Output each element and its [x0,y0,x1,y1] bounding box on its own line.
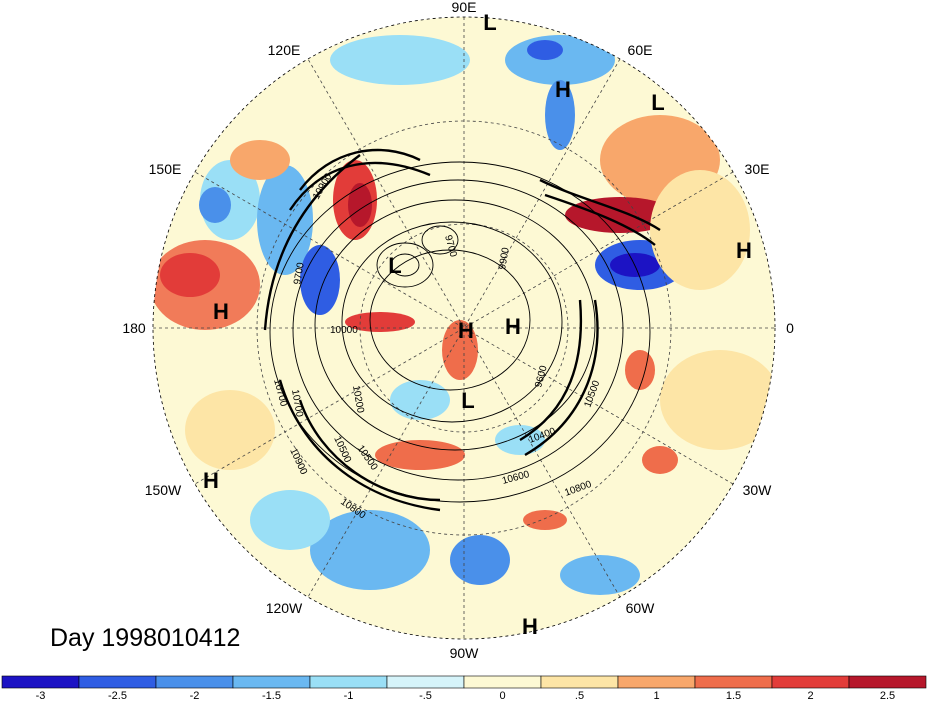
pressure-centers: L H L H H H L H H L H [203,10,752,639]
lon-label-150e: 150E [149,161,182,177]
colorbar-swatch [617,675,696,689]
colorbar-swatch [463,675,542,689]
graticule [153,17,775,639]
jet-contours [263,148,661,512]
lon-label-0: 0 [786,320,794,336]
lon-label-30w: 30W [743,482,773,498]
colorbar-tick-label: 2 [807,690,813,702]
lon-label-90e: 90E [452,0,477,15]
colorbar-tick-label: 1 [653,690,659,702]
pressure-center-label: L [461,388,474,413]
colorbar-tick-label: -.5 [419,690,432,702]
colorbar-tick-label: -1 [344,690,354,702]
contour-label: 9700 [292,261,307,285]
anomaly-field [153,17,775,639]
colorbar-swatch [540,675,619,689]
height-contours [269,161,651,503]
colorbar-swatch [309,675,388,689]
lon-label-90w: 90W [450,645,480,661]
colorbar-swatch [694,675,773,689]
pressure-center-label: H [203,468,219,493]
colorbar-tick-label: -2.5 [108,690,127,702]
colorbar: -3-2.5-2-1.5-1-.50.511.522.53 [1,675,927,702]
colorbar-tick-label: 2.5 [880,690,895,702]
colorbar-tick-label: 1.5 [726,690,741,702]
pressure-center-label: H [555,77,571,102]
colorbar-tick-label: -3 [36,690,46,702]
contour-label: 10200 [350,385,366,415]
pressure-center-label: H [505,314,521,339]
pressure-center-label: L [483,10,496,35]
colorbar-tick-label: -2 [190,690,200,702]
lon-label-180: 180 [122,320,146,336]
lon-label-120e: 120E [268,42,301,58]
colorbar-swatch [155,675,234,689]
lon-label-30e: 30E [745,161,770,177]
colorbar-swatch [78,675,157,689]
contour-label: 9900 [497,246,512,270]
colorbar-swatch [848,675,927,689]
pressure-center-label: H [736,238,752,263]
colorbar-swatch [232,675,311,689]
colorbar-tick-label: -1.5 [262,690,281,702]
pressure-center-label: H [458,318,474,343]
lon-label-150w: 150W [145,482,182,498]
colorbar-swatch [1,675,80,689]
pressure-center-label: H [522,614,538,639]
lon-label-120w: 120W [266,600,303,616]
colorbar-tick-label: 0 [499,690,505,702]
colorbar-tick-label: .5 [575,690,584,702]
contour-label: 10000 [330,325,358,336]
lon-label-60w: 60W [626,600,656,616]
pressure-center-label: L [651,90,664,115]
figure-title: Day 1998010412 [50,624,240,652]
pressure-center-label: H [213,299,229,324]
pressure-center-label: L [388,253,401,278]
lon-label-60e: 60E [628,42,653,58]
colorbar-swatch [386,675,465,689]
map-boundary [152,16,776,640]
contour-label: 10700 [289,389,305,419]
colorbar-swatch [771,675,850,689]
longitude-labels: 90E 60E 30E 0 30W 60W 90W 120W 150W 180 … [122,0,794,661]
